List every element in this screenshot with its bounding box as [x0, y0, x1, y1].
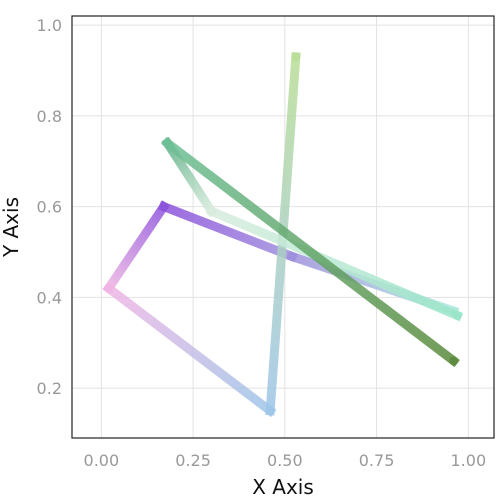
x-tick-label: 0.25 [175, 451, 211, 470]
y-axis-label: Y Axis [0, 197, 23, 258]
series-line [161, 136, 464, 322]
data-point [206, 206, 216, 216]
data-point [265, 406, 275, 416]
y-tick-label: 0.2 [37, 379, 62, 398]
line-segment [102, 281, 277, 418]
x-tick-label: 0.00 [84, 451, 120, 470]
data-point [287, 251, 297, 261]
data-point [162, 138, 172, 148]
x-tick-label: 0.75 [359, 451, 395, 470]
data-point [104, 283, 114, 293]
data-point [449, 356, 459, 366]
plot-series [102, 52, 464, 418]
y-tick-label: 0.8 [37, 107, 62, 126]
line-segment [161, 136, 218, 218]
tick-labels: 0.00 0.25 0.50 0.75 1.00 0.2 0.4 0.6 0.8 1.0 [37, 16, 487, 470]
data-point [452, 310, 462, 320]
x-axis-label: X Axis [252, 475, 314, 499]
plot-frame [71, 15, 495, 439]
data-point [159, 202, 169, 212]
line-segment [161, 136, 460, 368]
line-segment [205, 205, 464, 322]
grid [72, 16, 494, 438]
line-segment [157, 200, 298, 263]
line-segment [102, 200, 170, 295]
x-tick-label: 1.00 [451, 451, 487, 470]
y-tick-label: 0.4 [37, 288, 62, 307]
y-tick-label: 1.0 [37, 16, 62, 35]
data-point [291, 52, 301, 62]
x-tick-label: 0.50 [267, 451, 303, 470]
y-tick-label: 0.6 [37, 198, 62, 217]
series-line [161, 136, 460, 368]
